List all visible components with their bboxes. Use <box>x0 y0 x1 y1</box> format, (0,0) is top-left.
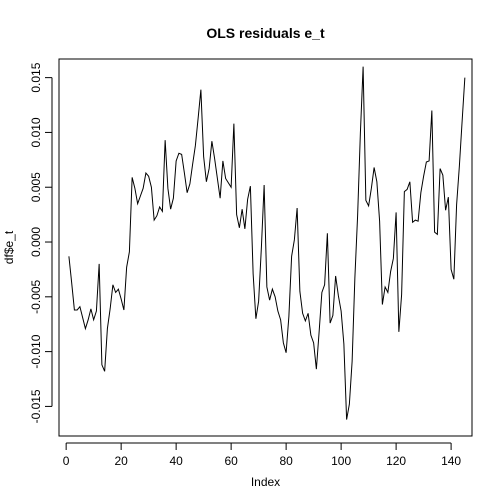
x-axis: 0 20 40 60 80 100 120 140 <box>63 442 461 468</box>
y-tick-label: 0.005 <box>29 172 43 202</box>
x-tick-label: 80 <box>279 454 293 468</box>
y-axis-label: df$e_t <box>2 230 16 264</box>
chart-title: OLS residuals e_t <box>206 25 325 41</box>
residual-series-line <box>68 66 466 420</box>
y-tick-label: -0.015 <box>29 389 43 423</box>
x-tick-label: 0 <box>63 454 70 468</box>
x-tick-label: 100 <box>331 454 351 468</box>
y-tick-label: 0.010 <box>29 117 43 147</box>
x-tick-label: 20 <box>114 454 128 468</box>
y-axis: -0.015 -0.010 -0.005 0.000 0.005 0.010 0.015 <box>29 62 53 423</box>
y-tick-label: 0.000 <box>29 227 43 257</box>
y-tick-label: 0.015 <box>29 62 43 92</box>
plot-frame <box>58 58 473 437</box>
x-axis-label: Index <box>251 475 280 489</box>
x-tick-label: 140 <box>441 454 461 468</box>
y-tick-label: -0.005 <box>29 279 43 313</box>
series-layer <box>68 66 466 420</box>
x-tick-label: 40 <box>169 454 183 468</box>
x-tick-label: 60 <box>224 454 238 468</box>
x-tick-label: 120 <box>386 454 406 468</box>
y-tick-label: -0.010 <box>29 334 43 368</box>
